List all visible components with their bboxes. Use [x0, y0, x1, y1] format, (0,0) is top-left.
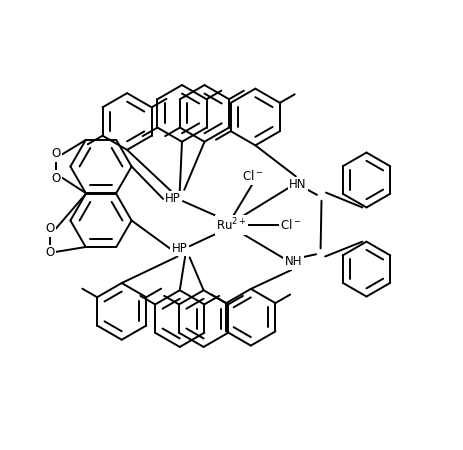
Text: O: O [45, 222, 54, 235]
Text: Cl$^-$: Cl$^-$ [280, 218, 301, 232]
Text: O: O [51, 148, 61, 160]
Text: O: O [45, 247, 54, 259]
Text: HP: HP [172, 242, 188, 255]
Text: Cl$^-$: Cl$^-$ [243, 169, 264, 184]
Text: NH: NH [285, 256, 302, 268]
Text: HN: HN [289, 178, 307, 191]
Text: O: O [51, 172, 61, 184]
Text: Ru$^{2+}$: Ru$^{2+}$ [216, 217, 247, 233]
Text: HP: HP [165, 193, 181, 205]
